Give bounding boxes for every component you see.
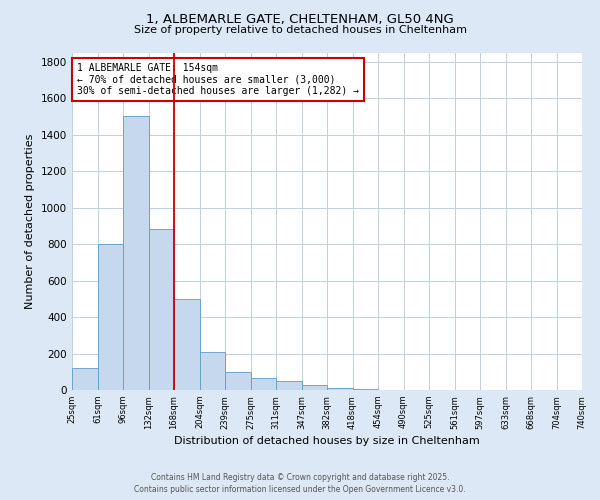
Bar xyxy=(251,378,276,390)
Bar xyxy=(149,230,174,390)
Bar xyxy=(302,384,327,390)
Bar xyxy=(353,389,378,390)
Bar xyxy=(72,368,97,390)
Bar xyxy=(174,299,199,390)
Bar xyxy=(327,388,353,390)
Text: Contains HM Land Registry data © Crown copyright and database right 2025.
Contai: Contains HM Land Registry data © Crown c… xyxy=(134,473,466,494)
Text: 1 ALBEMARLE GATE: 154sqm
← 70% of detached houses are smaller (3,000)
30% of sem: 1 ALBEMARLE GATE: 154sqm ← 70% of detach… xyxy=(77,62,359,96)
Bar xyxy=(199,352,225,390)
Bar xyxy=(276,381,302,390)
Text: Size of property relative to detached houses in Cheltenham: Size of property relative to detached ho… xyxy=(133,25,467,35)
Bar xyxy=(97,244,123,390)
Y-axis label: Number of detached properties: Number of detached properties xyxy=(25,134,35,309)
X-axis label: Distribution of detached houses by size in Cheltenham: Distribution of detached houses by size … xyxy=(174,436,480,446)
Bar xyxy=(225,372,251,390)
Bar xyxy=(123,116,149,390)
Text: 1, ALBEMARLE GATE, CHELTENHAM, GL50 4NG: 1, ALBEMARLE GATE, CHELTENHAM, GL50 4NG xyxy=(146,12,454,26)
